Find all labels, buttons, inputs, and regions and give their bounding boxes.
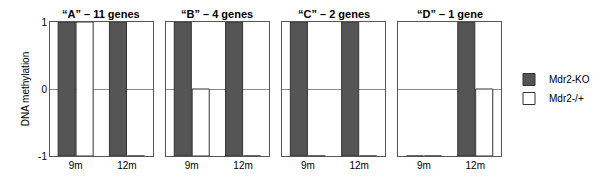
svg-text:-1: -1 bbox=[38, 151, 47, 162]
svg-text:“C” – 2 genes: “C” – 2 genes bbox=[298, 8, 370, 20]
svg-text:Mdr2-/+: Mdr2-/+ bbox=[549, 93, 584, 104]
svg-text:“B” – 4 genes: “B” – 4 genes bbox=[181, 8, 253, 20]
svg-text:12m: 12m bbox=[117, 160, 136, 171]
svg-text:9m: 9m bbox=[301, 160, 315, 171]
svg-text:12m: 12m bbox=[233, 160, 252, 171]
svg-text:9m: 9m bbox=[69, 160, 83, 171]
svg-text:DNA methylation: DNA methylation bbox=[20, 52, 31, 126]
svg-text:1: 1 bbox=[41, 17, 47, 28]
svg-text:12m: 12m bbox=[466, 160, 485, 171]
svg-text:0: 0 bbox=[41, 84, 47, 95]
svg-text:9m: 9m bbox=[417, 160, 431, 171]
svg-text:9m: 9m bbox=[185, 160, 199, 171]
svg-text:“A” – 11 genes: “A” – 11 genes bbox=[62, 8, 140, 20]
svg-text:“D” – 1 gene: “D” – 1 gene bbox=[417, 8, 483, 20]
svg-text:12m: 12m bbox=[349, 160, 368, 171]
svg-text:Mdr2-KO: Mdr2-KO bbox=[549, 74, 590, 85]
